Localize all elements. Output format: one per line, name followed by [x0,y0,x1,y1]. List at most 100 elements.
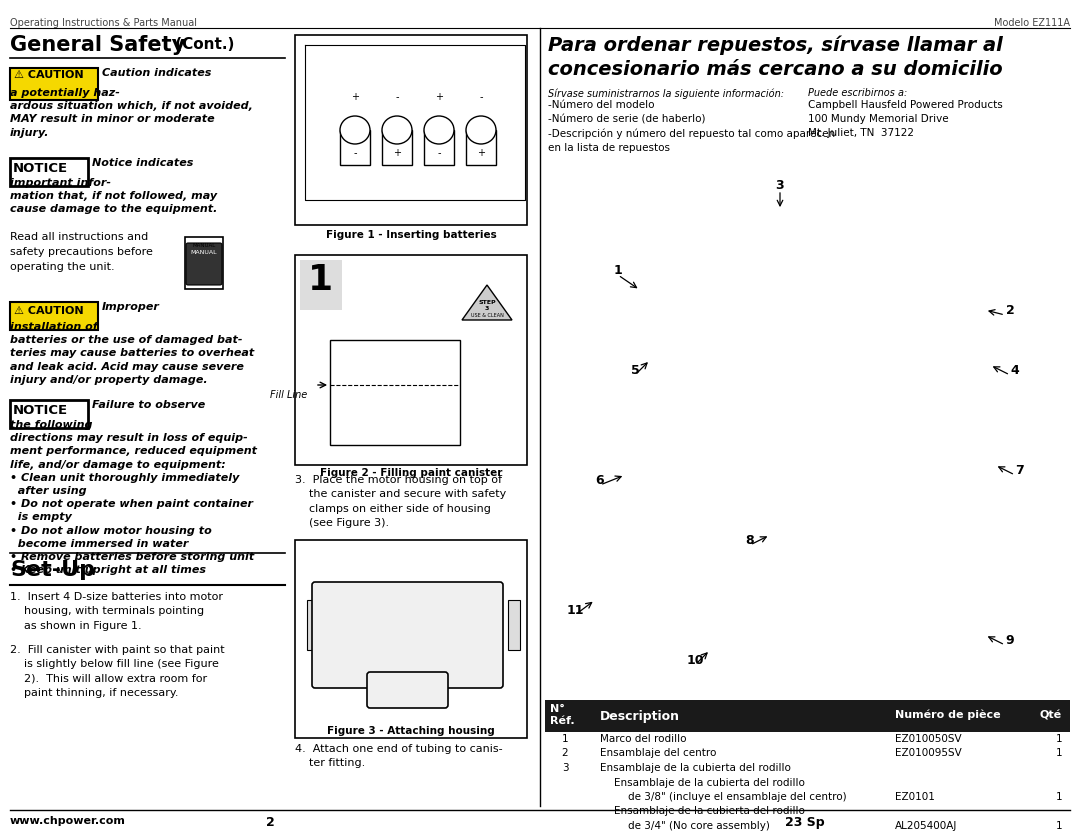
Text: +: + [477,148,485,158]
Text: the following
directions may result in loss of equip-
ment performance, reduced : the following directions may result in l… [10,420,257,575]
Text: Figure 1 - Inserting batteries: Figure 1 - Inserting batteries [326,230,497,240]
Text: Sírvase suministrarnos la siguiente información:: Sírvase suministrarnos la siguiente info… [548,88,784,98]
Text: 2: 2 [562,748,568,758]
Bar [185,237,222,289]
Text: 2: 2 [1005,304,1014,316]
Text: Ensamblaje de la cubierta del rodillo: Ensamblaje de la cubierta del rodillo [615,806,805,816]
Ellipse shape [465,116,496,144]
Text: -Número del modelo
-Número de serie (de haberlo)
-Descripción y número del repue: -Número del modelo -Número de serie (de … [548,100,835,153]
Text: NOTICE: NOTICE [13,162,68,175]
Text: important infor-
mation that, if not followed, may
cause damage to the equipment: important infor- mation that, if not fol… [10,178,217,214]
Text: 4.  Attach one end of tubing to canis-
    ter fitting.: 4. Attach one end of tubing to canis- te… [295,744,502,768]
Text: 9: 9 [1005,634,1014,646]
Text: N°: N° [550,704,565,714]
Text: Figure 3 - Attaching housing: Figure 3 - Attaching housing [327,726,495,736]
Text: Modelo EZ111A: Modelo EZ111A [994,18,1070,28]
Text: Description: Description [600,710,680,723]
Text: -: - [480,92,483,102]
Bar [10,400,87,428]
Text: EZ010050SV: EZ010050SV [895,734,961,744]
Text: Para ordenar repuestos, sírvase llamar al: Para ordenar repuestos, sírvase llamar a… [548,35,1002,54]
Text: +: + [393,148,401,158]
Text: ⚠ CAUTION: ⚠ CAUTION [14,306,83,316]
Text: de 3/4" (No core assembly): de 3/4" (No core assembly) [627,821,770,831]
Text: Ensamblaje del centro: Ensamblaje del centro [600,748,716,758]
Ellipse shape [424,116,454,144]
Text: Improper: Improper [102,302,160,312]
Text: de 3/8" (incluye el ensamblaje del centro): de 3/8" (incluye el ensamblaje del centr… [627,792,847,802]
Text: Marco del rodillo: Marco del rodillo [600,734,687,744]
Text: EZ0101: EZ0101 [895,792,935,802]
Text: Read all instructions and
safety precautions before
operating the unit.: Read all instructions and safety precaut… [10,232,153,272]
Bar [545,700,1070,732]
Bar [465,130,496,165]
Bar [10,158,87,186]
Bar [340,130,370,165]
Text: Figure 2 - Filling paint canister: Figure 2 - Filling paint canister [320,468,502,478]
Text: 1: 1 [562,734,568,744]
Bar [295,35,527,225]
Text: installation of
batteries or the use of damaged bat-
teries may cause batteries : installation of batteries or the use of … [10,322,254,384]
Bar [295,540,527,738]
Ellipse shape [340,116,370,144]
Text: 1: 1 [1055,821,1062,831]
Text: 3: 3 [775,178,784,192]
Text: STEP
3: STEP 3 [478,300,496,311]
Text: concesionario más cercano a su domicilio: concesionario más cercano a su domicilio [548,60,1002,79]
Bar [424,130,454,165]
Text: Set-Up: Set-Up [10,560,95,580]
Text: +: + [435,92,443,102]
Text: 7: 7 [1015,464,1024,476]
Text: +: + [351,92,359,102]
Text: Ensamblaje de la cubierta del rodillo: Ensamblaje de la cubierta del rodillo [600,763,791,773]
Text: 1.  Insert 4 D-size batteries into motor
    housing, with terminals pointing
  : 1. Insert 4 D-size batteries into motor … [10,592,222,631]
Bar [295,255,527,465]
Text: (Cont.): (Cont.) [170,37,234,52]
Text: www.chpower.com: www.chpower.com [10,816,126,826]
Text: 10: 10 [686,654,704,666]
Text: EZ010095SV: EZ010095SV [895,748,962,758]
Text: MANUAL: MANUAL [191,250,217,255]
Text: a potentially haz-
ardous situation which, if not avoided,
MAY result in minor o: a potentially haz- ardous situation whic… [10,88,253,138]
Text: Failure to observe: Failure to observe [92,400,205,410]
Text: 4: 4 [1011,364,1020,376]
Text: 23 Sp: 23 Sp [785,816,825,829]
FancyBboxPatch shape [186,243,222,285]
Text: 6: 6 [596,474,605,486]
Text: Caution indicates: Caution indicates [102,68,212,78]
Text: ⚠ CAUTION: ⚠ CAUTION [14,70,83,80]
Text: 3: 3 [562,763,568,773]
Bar [300,260,342,310]
Text: 1: 1 [309,263,334,297]
Bar [330,340,460,445]
Text: 3.  Place the motor housing on top of
    the canister and secure with safety
  : 3. Place the motor housing on top of the… [295,475,507,528]
Text: 1: 1 [613,264,622,277]
Text: 8: 8 [745,534,754,546]
Text: Ensamblaje de la cubierta del rodillo: Ensamblaje de la cubierta del rodillo [615,777,805,787]
Text: Notice indicates: Notice indicates [92,158,193,168]
Text: General Safety: General Safety [10,35,186,55]
Text: 2.  Fill canister with paint so that paint
    is slightly below fill line (see : 2. Fill canister with paint so that pain… [10,645,225,698]
Text: NOTICE: NOTICE [13,404,68,417]
Text: 5: 5 [631,364,639,376]
Text: 1: 1 [1055,792,1062,802]
Text: 1: 1 [1055,748,1062,758]
Text: -: - [353,148,356,158]
Bar [10,68,98,100]
Text: -: - [395,92,399,102]
Text: -: - [437,148,441,158]
Bar [307,600,319,650]
Text: Numéro de pièce: Numéro de pièce [895,710,1001,721]
Text: 2: 2 [266,816,274,829]
Text: Operating Instructions & Parts Manual: Operating Instructions & Parts Manual [10,18,197,28]
Ellipse shape [382,116,411,144]
Bar [382,130,411,165]
Text: AL205400AJ: AL205400AJ [895,821,957,831]
FancyBboxPatch shape [312,582,503,688]
Text: Puede escribirnos a:: Puede escribirnos a: [808,88,907,98]
Text: 11: 11 [566,604,584,616]
Text: Campbell Hausfeld Powered Products
100 Mundy Memorial Drive
Mt. Juliet, TN  3712: Campbell Hausfeld Powered Products 100 M… [808,100,1002,138]
Text: MANUAL: MANUAL [192,243,216,248]
Bar [10,302,98,330]
FancyBboxPatch shape [367,672,448,708]
